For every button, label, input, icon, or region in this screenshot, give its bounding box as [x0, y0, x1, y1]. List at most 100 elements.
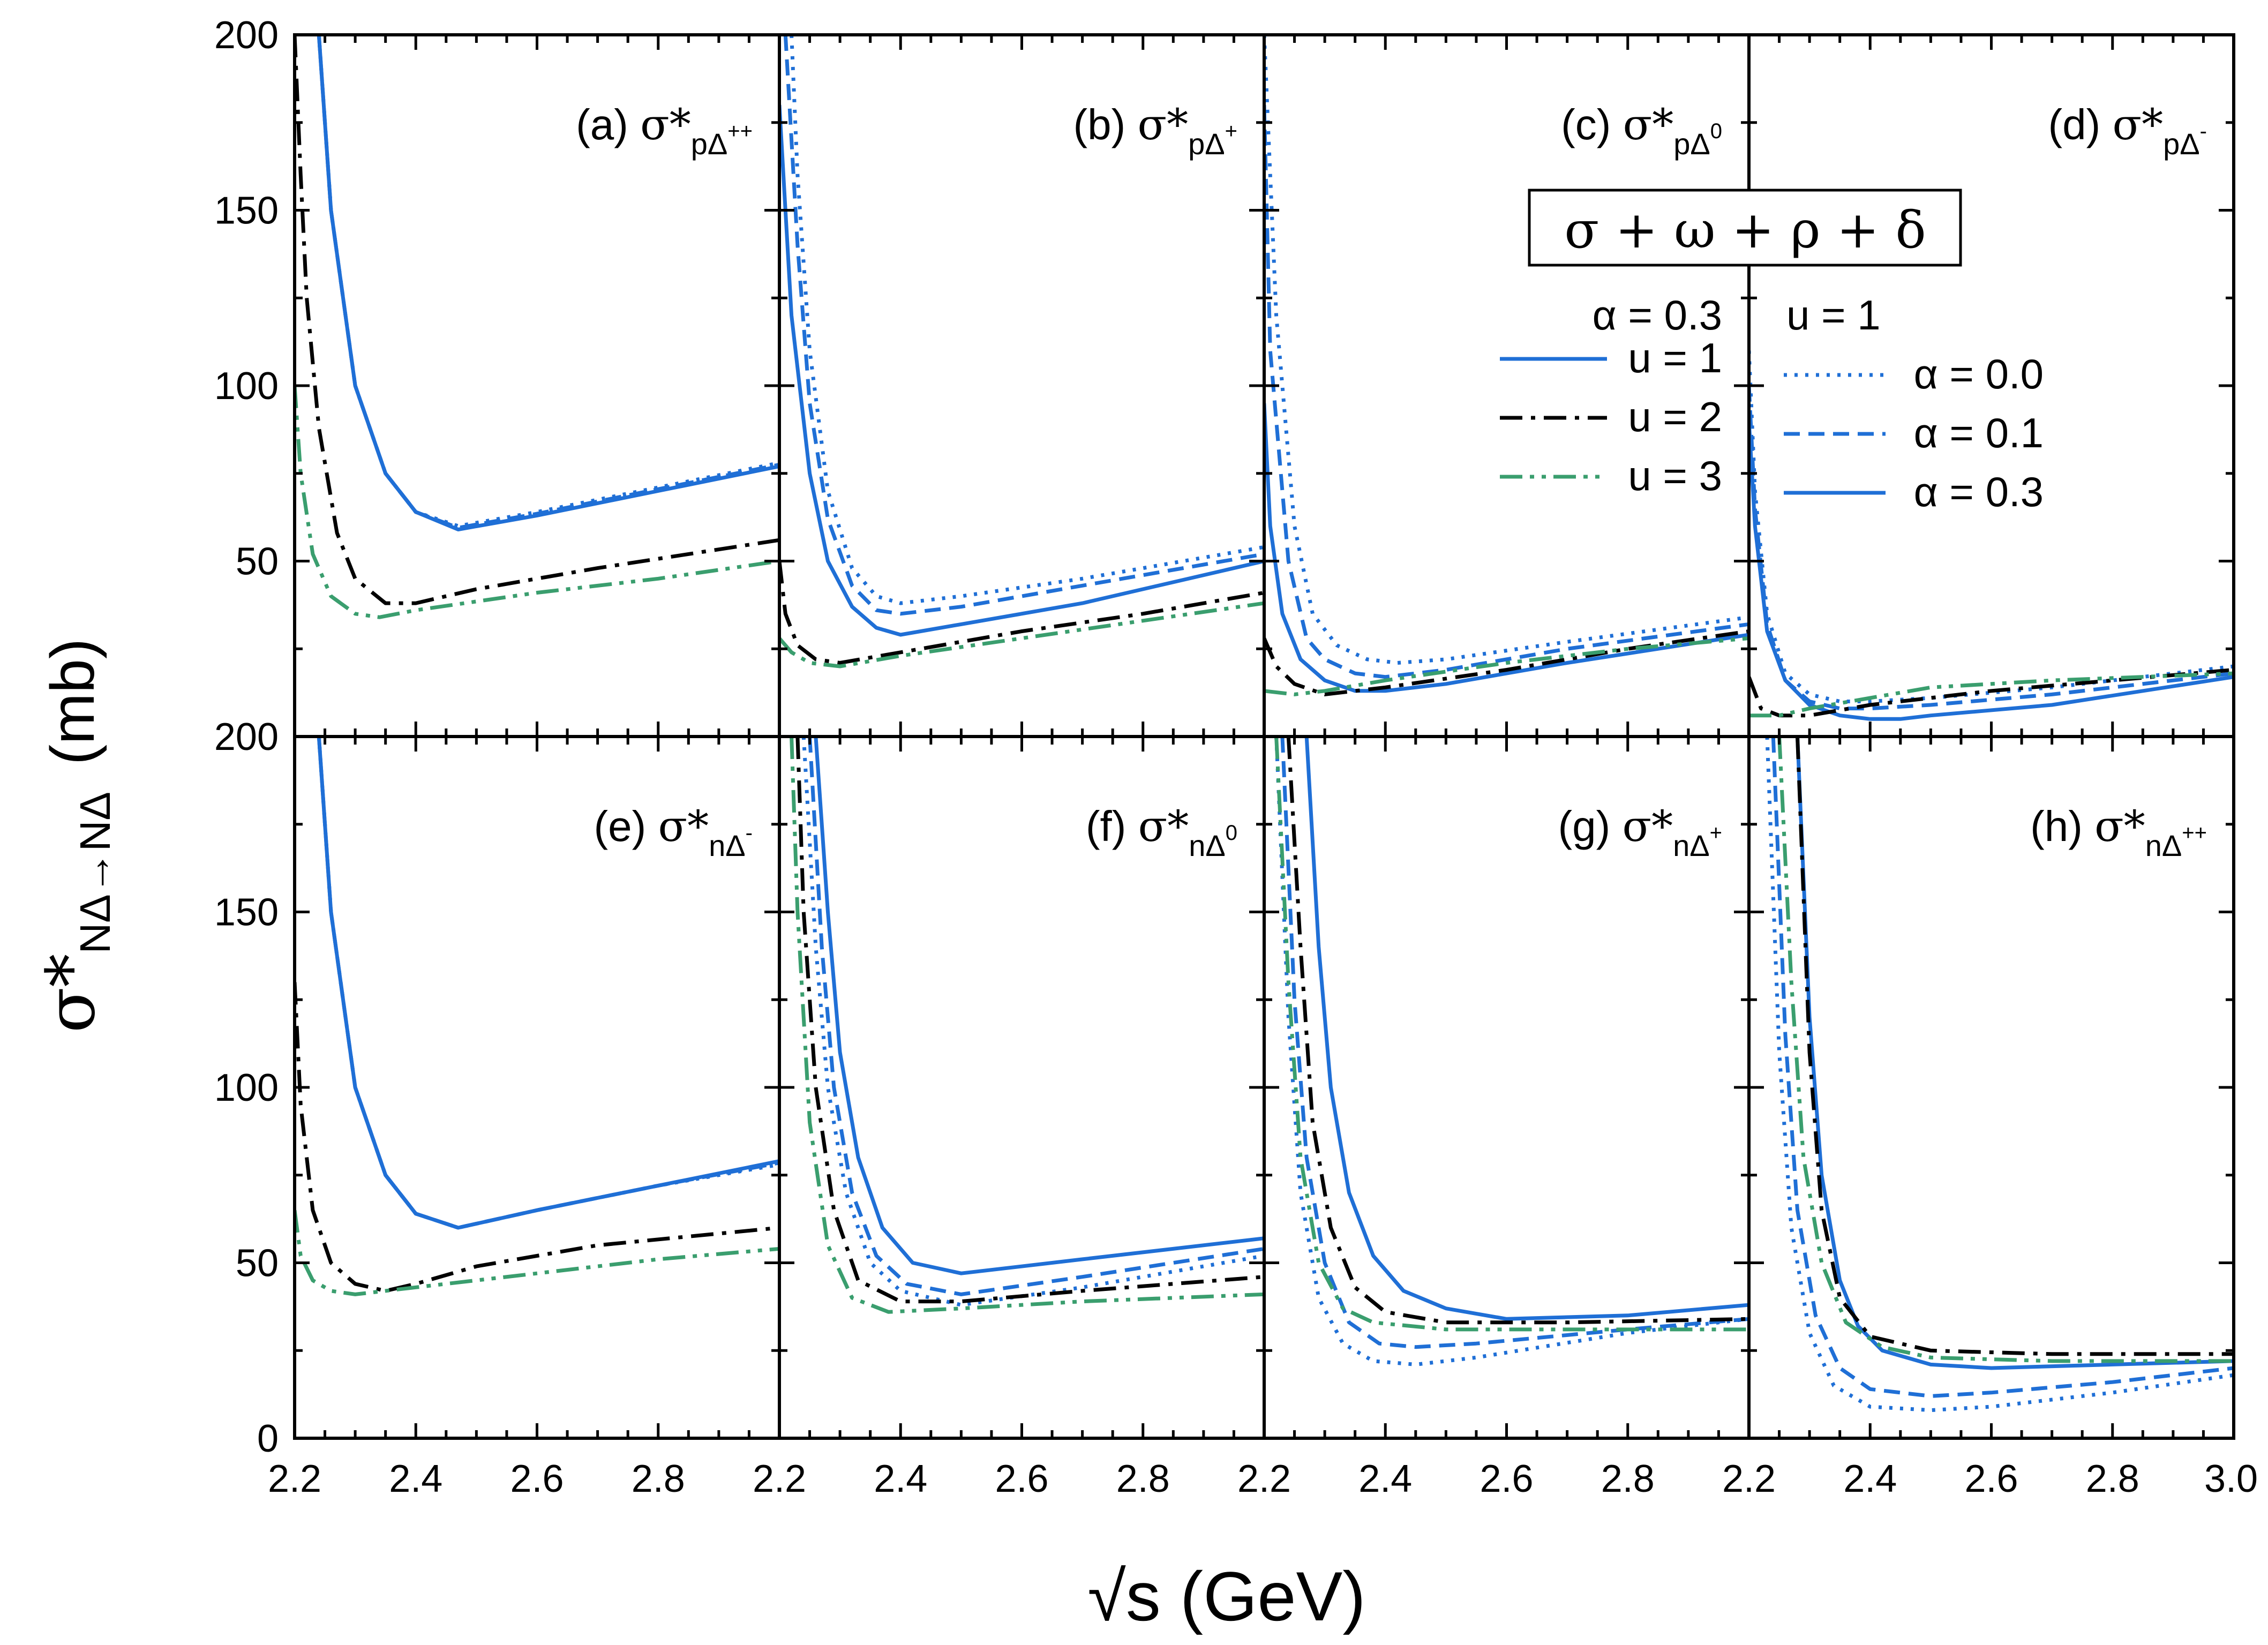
y-tick-label: 200: [214, 14, 279, 57]
legend: σ + ω + ρ + δ α = 0.3 u = 1 u = 1 u = 2 u …: [1500, 189, 2044, 515]
series-line: [779, 601, 1264, 668]
series-line: [1264, 104, 1749, 679]
series-line: [317, 737, 779, 1230]
x-tick-label: 2.4: [1358, 1458, 1412, 1500]
panel-c: (c) σ*pΔ0: [1263, 33, 1751, 738]
legend-right-label: α = 0.3: [1914, 468, 2044, 515]
x-tick-label: 2.4: [1843, 1458, 1897, 1500]
panel-label: (g) σ*nΔ+: [1558, 801, 1722, 862]
x-tick-label: 2.8: [1601, 1458, 1655, 1500]
x-tick-label: 2.4: [389, 1458, 442, 1500]
axis-labels-layer: √s (GeV) σ*NΔ→NΔ (mb): [32, 639, 1366, 1635]
panel-series: [1765, 737, 2234, 1413]
x-tick-label: 2.8: [1116, 1458, 1170, 1500]
series-line: [1274, 737, 1749, 1332]
series-line: [790, 35, 1264, 605]
panel-f: (f) σ*nΔ0 2.2 2.4 2.6 2.8: [753, 735, 1266, 1500]
x-tick-label: 2.6: [1964, 1458, 2018, 1500]
series-line: [783, 35, 1264, 616]
panel-a: (a) σ*pΔ++: [293, 33, 781, 738]
legend-left-label: u = 1: [1628, 334, 1722, 381]
legend-left-label: u = 2: [1628, 393, 1722, 440]
series-line: [1264, 403, 1749, 693]
panel-label: (f) σ*nΔ0: [1086, 801, 1237, 862]
x-tick-label: 2.8: [632, 1458, 685, 1500]
legend-title: σ + ω + ρ + δ: [1564, 201, 1926, 260]
series-line: [295, 35, 779, 605]
series-line: [790, 737, 1264, 1314]
panel-series: [1264, 35, 1749, 696]
series-line: [1264, 636, 1749, 696]
series-line: [1274, 737, 1749, 1366]
series-line: [779, 561, 1264, 665]
panel-g: (g) σ*nΔ+ 2.2 2.4 2.6 2.8: [1237, 735, 1751, 1500]
series-line: [814, 737, 1264, 1275]
series-line: [1765, 737, 2234, 1413]
x-tick-label: 2.8: [2086, 1458, 2139, 1500]
y-tick-label: 50: [236, 1242, 279, 1285]
y-axis-title-unit: (mb): [39, 639, 107, 765]
legend-right-label: α = 0.0: [1914, 350, 2044, 397]
panel-label: (e) σ*nΔ-: [594, 801, 753, 862]
x-tick-label: 2.6: [510, 1458, 564, 1500]
series-line: [317, 35, 779, 528]
y-axis-title-subscript: NΔ→NΔ: [71, 792, 119, 953]
y-tick-label: 200: [214, 716, 279, 758]
series-line: [1286, 737, 1749, 1325]
legend-right-header: u = 1: [1786, 291, 1881, 339]
series-line: [295, 1210, 779, 1296]
x-axis-title: √s (GeV): [1087, 1557, 1365, 1635]
x-tick-label: 2.6: [1480, 1458, 1533, 1500]
y-axis-title: σ*NΔ→NΔ (mb): [32, 639, 119, 1033]
series-line: [317, 737, 779, 1230]
y-tick-label: 50: [236, 540, 279, 583]
series-line: [317, 35, 779, 530]
series-line: [1264, 629, 1749, 696]
y-axis-title-symbol: σ*: [32, 953, 110, 1033]
panel-series: [295, 35, 779, 619]
panel-label: (d) σ*pΔ-: [2048, 100, 2207, 161]
panels-layer: (a) σ*pΔ++ (b) σ*pΔ+ (c) σ*pΔ0 (d) σ*pΔ- (e)…: [214, 14, 2258, 1500]
series-line: [1749, 420, 2234, 721]
x-tick-label: 2.6: [995, 1458, 1048, 1500]
y-tick-label: 100: [214, 1066, 279, 1109]
legend-right-label: α = 0.1: [1914, 409, 2044, 456]
series-line: [1304, 737, 1749, 1321]
series-line: [1264, 35, 1749, 665]
panel-e: (e) σ*nΔ- 2.2 2.4 2.6 2.8: [268, 735, 781, 1500]
x-tick-label: 2.2: [268, 1458, 321, 1500]
series-line: [1749, 668, 2234, 718]
panel-series: [1749, 350, 2234, 721]
y-tick-label: 100: [214, 365, 279, 408]
legend-title-box: [1528, 189, 1962, 267]
panel-b: (b) σ*pΔ+: [778, 33, 1266, 738]
panel-series: [295, 737, 779, 1296]
series-line: [317, 737, 779, 1230]
y-tick-label: 0: [257, 1417, 279, 1460]
x-tick-label: 3.0: [2204, 1458, 2258, 1500]
legend-left-header: α = 0.3: [1593, 291, 1722, 339]
series-line: [1280, 737, 1749, 1349]
series-line: [1749, 671, 2234, 718]
panel-label: (c) σ*pΔ0: [1561, 100, 1722, 161]
series-line: [317, 35, 779, 531]
series-line: [1749, 385, 2234, 711]
x-tick-label: 2.2: [1237, 1458, 1291, 1500]
y-tick-label: 150: [214, 891, 279, 934]
y-tick-label: 150: [214, 190, 279, 232]
panel-series: [790, 737, 1264, 1314]
series-line: [808, 737, 1264, 1296]
series-line: [801, 737, 1264, 1307]
series-line: [295, 982, 779, 1293]
series-line: [1796, 737, 2234, 1356]
series-line: [1749, 350, 2234, 703]
series-line: [295, 385, 779, 619]
panel-label: (a) σ*pΔ++: [576, 100, 753, 161]
panel-label: (h) σ*nΔ++: [2030, 801, 2207, 862]
panel-series: [779, 35, 1264, 668]
x-tick-label: 2.2: [753, 1458, 806, 1500]
panel-label: (b) σ*pΔ+: [1073, 100, 1237, 161]
legend-left-label: u = 3: [1628, 452, 1722, 499]
